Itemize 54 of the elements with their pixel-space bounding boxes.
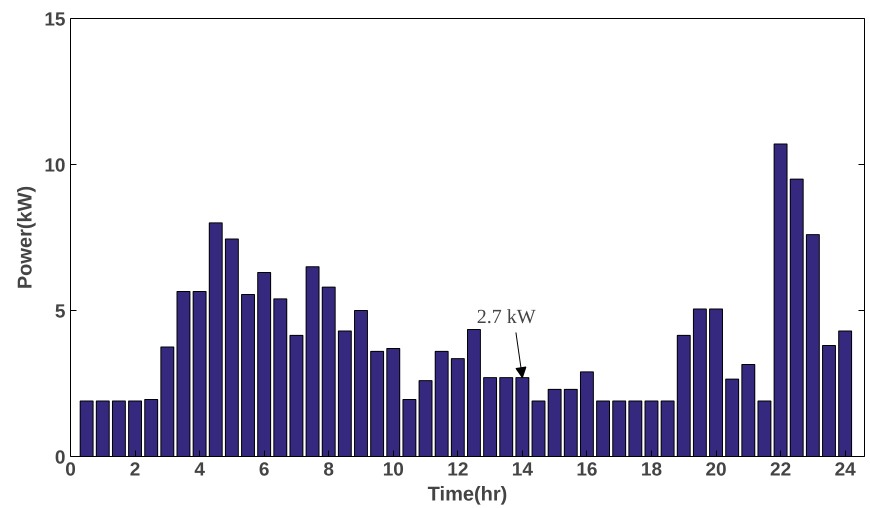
bar: [176, 291, 190, 456]
bar: [757, 400, 772, 456]
bar: [532, 400, 546, 456]
x-tick-label: 18: [640, 460, 662, 480]
bar: [112, 400, 126, 456]
bar: [596, 400, 610, 456]
x-tick-label: 20: [705, 460, 727, 480]
x-tick-label: 2: [130, 460, 140, 480]
x-tick-label: 22: [770, 460, 792, 480]
y-tick-label: 15: [44, 10, 66, 30]
bar: [499, 377, 514, 456]
x-axis-title: Time(hr): [428, 484, 508, 506]
y-tick-label: 10: [44, 156, 66, 176]
bar: [822, 345, 836, 456]
bar: [418, 380, 432, 456]
bar: [692, 308, 707, 456]
x-tick-label: 6: [258, 460, 270, 480]
bar: [144, 399, 158, 456]
x-tick-label: 4: [194, 460, 206, 480]
bar: [224, 238, 239, 456]
x-tick-label: 14: [512, 460, 534, 480]
bar: [80, 400, 94, 456]
bar: [612, 400, 626, 456]
y-tick-label: 5: [54, 302, 66, 322]
x-tick-label: 12: [447, 460, 468, 480]
bar: [725, 378, 740, 456]
x-tick-label: 10: [382, 460, 404, 480]
y-axis-title: Power(kW): [14, 186, 36, 290]
bar: [370, 350, 384, 456]
bar: [660, 400, 675, 456]
annotation: 2.7 kW: [476, 306, 536, 328]
bar: [96, 400, 110, 456]
bar: [806, 234, 820, 456]
bar: [338, 330, 352, 456]
bar: [467, 328, 481, 456]
bar: [676, 334, 691, 456]
x-tick-label: 24: [834, 460, 856, 480]
bar: [289, 334, 304, 456]
bar: [208, 222, 223, 456]
bar: [354, 310, 368, 456]
bar: [741, 364, 756, 456]
bar: [241, 294, 255, 456]
x-tick-label: 8: [323, 460, 334, 480]
bar: [790, 178, 804, 456]
bar: [483, 377, 498, 456]
bar: [402, 399, 416, 456]
bar: [273, 298, 288, 456]
bar: [548, 388, 562, 456]
bar: [160, 346, 174, 456]
x-tick-label: 16: [576, 460, 598, 480]
bar: [564, 388, 578, 456]
bar: [306, 266, 320, 456]
bar: [628, 400, 642, 456]
bar: [434, 350, 449, 456]
